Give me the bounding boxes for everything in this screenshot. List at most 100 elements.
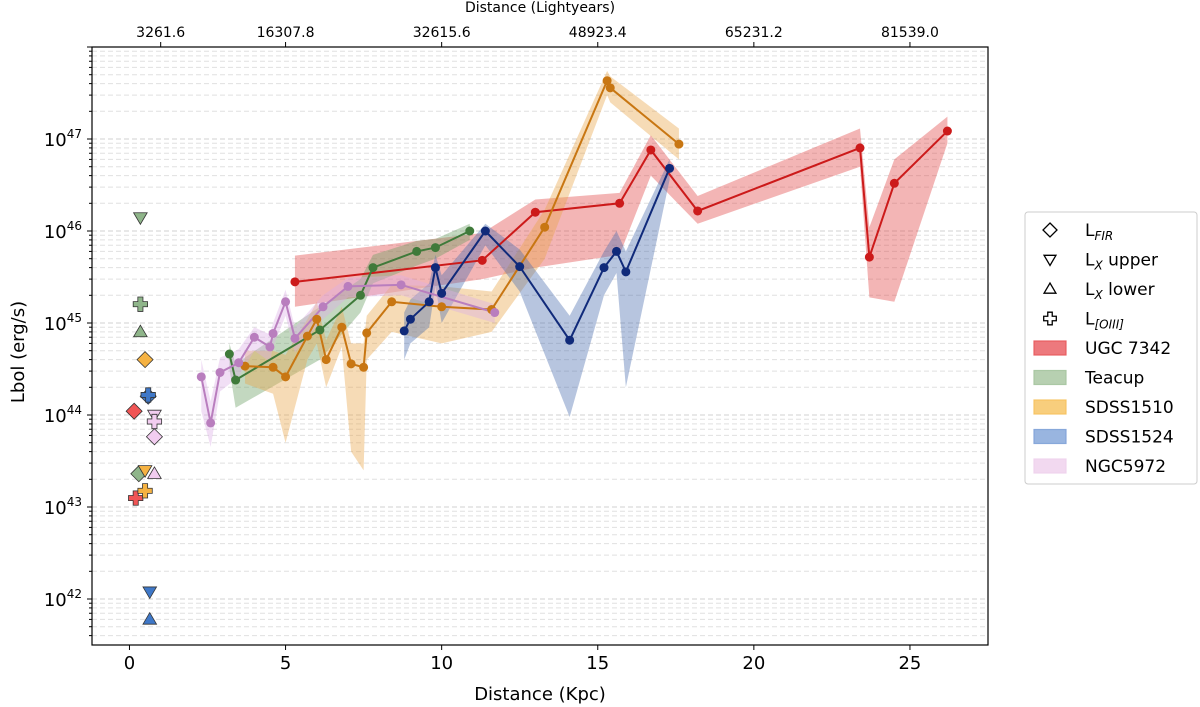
x-upper-triangle-marker bbox=[137, 465, 153, 478]
teacup-point bbox=[224, 349, 234, 359]
ugc-7342-point bbox=[942, 126, 952, 136]
y-tick-label: 1045 bbox=[44, 311, 82, 335]
top-axis-title: Distance (Lightyears) bbox=[465, 0, 615, 16]
oiii-cross-marker bbox=[132, 296, 148, 312]
legend-label: LFIR bbox=[1085, 221, 1113, 243]
sdss1510-point bbox=[605, 83, 615, 93]
legend-patch bbox=[1033, 458, 1067, 474]
sdss1510-point bbox=[321, 355, 331, 365]
top-tick-label: 81539.0 bbox=[881, 25, 939, 41]
ngc5972-point bbox=[318, 302, 328, 312]
teacup-point bbox=[231, 375, 241, 385]
x-upper-triangle-marker bbox=[132, 212, 148, 226]
ugc-7342-band bbox=[294, 116, 948, 307]
sdss1524-point bbox=[611, 246, 621, 256]
legend-label: UGC 7342 bbox=[1085, 339, 1171, 359]
x-upper-triangle-marker bbox=[142, 586, 158, 600]
teacup-point bbox=[315, 325, 325, 335]
x-tick-label: 25 bbox=[898, 653, 921, 674]
ugc-7342-point bbox=[646, 145, 656, 155]
ngc5972-point bbox=[343, 281, 353, 291]
legend-box bbox=[1024, 211, 1198, 485]
ngc5972-point bbox=[206, 418, 216, 428]
left-axis: 1042 1043 1044 1045 1046 1047 bbox=[44, 46, 92, 637]
ugc-7342-point bbox=[889, 178, 899, 188]
teacup-point bbox=[430, 243, 440, 253]
legend: LFIR LX upper LX lower L[OIII] UGC 7342 Teacu… bbox=[1024, 211, 1198, 485]
sdss1524-point bbox=[399, 326, 409, 336]
legend-marker bbox=[1042, 254, 1058, 267]
plot-frame bbox=[91, 46, 989, 646]
oiii-cross-marker bbox=[146, 413, 163, 430]
y-tick-label: 1043 bbox=[44, 495, 82, 519]
legend-label: SDSS1524 bbox=[1085, 428, 1174, 448]
top-tick-label: 16307.8 bbox=[257, 25, 315, 41]
x-axis-title: Distance (Kpc) bbox=[474, 684, 606, 705]
sdss1524-point bbox=[621, 267, 631, 277]
sdss1510-point bbox=[337, 322, 347, 332]
sdss1524-point bbox=[430, 263, 440, 273]
sdss1524-point bbox=[437, 288, 447, 298]
y-tick-label: 1046 bbox=[44, 219, 82, 243]
sdss1524-point bbox=[665, 163, 675, 173]
fir-diamond-marker bbox=[125, 402, 143, 420]
x-lower-triangle-marker bbox=[146, 466, 162, 479]
ugc-7342-point bbox=[290, 277, 300, 287]
sdss1510-point bbox=[346, 359, 356, 369]
sdss1524-point bbox=[424, 297, 434, 307]
legend-label: L[OIII] bbox=[1085, 310, 1124, 332]
sdss1510-point bbox=[362, 328, 372, 338]
sdss1524-point bbox=[599, 263, 609, 273]
ugc-7342-point bbox=[864, 252, 874, 262]
legend-label: SDSS1510 bbox=[1085, 398, 1174, 418]
y-tick-label: 1044 bbox=[44, 403, 82, 427]
x-tick-label: 5 bbox=[280, 653, 291, 674]
y-tick-label: 1047 bbox=[44, 127, 82, 151]
y-tick-label: 1042 bbox=[44, 587, 82, 611]
legend-patch bbox=[1033, 340, 1067, 356]
band-layer bbox=[201, 70, 948, 471]
teacup-point bbox=[368, 263, 378, 273]
x-tick-label: 15 bbox=[586, 653, 609, 674]
legend-marker bbox=[1043, 311, 1057, 326]
ugc-7342-point bbox=[615, 198, 625, 208]
x-tick-label: 20 bbox=[742, 653, 765, 674]
sdss1524-band bbox=[404, 159, 670, 418]
sdss1510-band bbox=[244, 70, 679, 471]
oiii-cross-marker bbox=[140, 387, 156, 403]
x-tick-label: 10 bbox=[430, 653, 453, 674]
sdss1510-point bbox=[359, 362, 369, 372]
sdss1510-point bbox=[302, 331, 312, 341]
ngc5972-point bbox=[234, 358, 244, 368]
ugc-7342-point bbox=[855, 143, 865, 153]
legend-marker bbox=[1042, 222, 1058, 238]
legend-patch bbox=[1033, 369, 1067, 386]
sdss1510-point bbox=[312, 314, 322, 324]
top-tick-label: 48923.4 bbox=[569, 25, 627, 41]
sdss1510-point bbox=[387, 297, 397, 307]
ngc5972-point bbox=[196, 372, 206, 382]
ngc5972-point bbox=[281, 297, 291, 307]
sdss1510-point bbox=[437, 302, 447, 312]
ugc-7342-point bbox=[693, 206, 703, 216]
sdss1510-point bbox=[674, 139, 684, 149]
top-tick-label: 3261.6 bbox=[136, 25, 185, 41]
top-tick-label: 65231.2 bbox=[725, 25, 783, 41]
legend-label: LX lower bbox=[1085, 280, 1155, 302]
sdss1510-point bbox=[602, 76, 612, 86]
x-lower-triangle-marker bbox=[132, 324, 148, 338]
ngc5972-point bbox=[249, 332, 259, 342]
sdss1524-point bbox=[515, 262, 525, 272]
top-axis: 3261.6 16307.8 32615.6 48923.4 65231.2 81539.… bbox=[136, 25, 939, 47]
teacup-point bbox=[465, 226, 475, 236]
legend-patch bbox=[1033, 428, 1067, 445]
ngc5972-point bbox=[396, 280, 406, 290]
legend-label: Teacup bbox=[1084, 369, 1144, 389]
marker-layer bbox=[125, 212, 164, 625]
sdss1510-point bbox=[268, 362, 278, 372]
legend-label: NGC5972 bbox=[1085, 457, 1166, 477]
oiii-cross-marker bbox=[137, 483, 153, 499]
ugc-7342-point bbox=[530, 207, 540, 217]
sdss1524-point bbox=[480, 226, 490, 236]
oiii-cross-marker bbox=[128, 490, 144, 506]
